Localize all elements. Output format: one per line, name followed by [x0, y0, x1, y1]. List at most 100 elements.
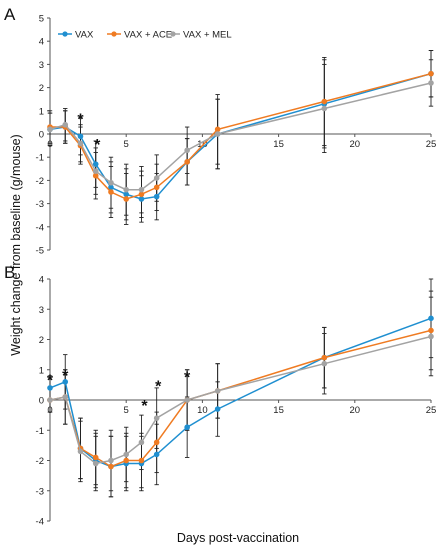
data-point-vax-ace — [428, 327, 434, 334]
panel-a: A -5-4-3-2-10123450510152025** VAX VAX +… — [4, 5, 436, 257]
y-tick-label: 3 — [39, 60, 44, 71]
data-point-vax — [428, 315, 434, 322]
data-point-vax-ace — [321, 354, 328, 361]
data-point-vax-mel — [123, 186, 129, 193]
significance-marker: * — [77, 112, 84, 129]
data-point-vax-mel — [138, 186, 145, 193]
data-point-vax-mel — [184, 147, 190, 154]
data-point-vax — [108, 184, 114, 191]
significance-marker: * — [47, 372, 54, 389]
data-point-vax-mel — [62, 394, 69, 400]
panel-b: B -4-3-2-1012340510152025***** — [4, 263, 436, 528]
x-tick-label: 15 — [273, 139, 284, 150]
y-tick-label: 1 — [39, 106, 44, 117]
series-line-vax-mel — [49, 335, 432, 465]
data-point-vax-ace — [153, 439, 160, 446]
y-tick-label: 1 — [39, 365, 44, 376]
data-point-vax-ace — [214, 126, 221, 133]
legend-ace-marker — [111, 31, 117, 37]
y-tick-label: -1 — [36, 426, 44, 437]
data-point-vax-mel — [184, 397, 190, 403]
data-point-vax-mel — [62, 121, 69, 128]
y-tick-label: 0 — [39, 130, 44, 141]
data-point-vax-mel — [153, 415, 160, 421]
data-point-vax-mel — [92, 460, 99, 467]
data-point-vax-ace — [92, 172, 99, 179]
data-point-vax-mel — [77, 448, 84, 455]
series-line-vax-mel — [49, 82, 432, 191]
significance-marker: * — [155, 378, 162, 395]
data-point-vax — [77, 133, 84, 140]
significance-marker: * — [141, 398, 148, 415]
y-tick-label: -3 — [36, 199, 44, 210]
panel-b-label: B — [4, 263, 15, 282]
data-point-vax-ace — [138, 457, 145, 464]
y-tick-label: -5 — [36, 246, 44, 257]
y-tick-label: 2 — [39, 83, 44, 94]
data-point-vax-ace — [321, 98, 328, 105]
y-tick-label: -2 — [36, 456, 44, 467]
data-point-vax-ace — [138, 191, 145, 198]
y-tick-label: 4 — [39, 275, 44, 286]
data-point-vax-mel — [47, 397, 53, 403]
x-tick-label: 20 — [350, 139, 361, 150]
data-point-vax — [153, 193, 160, 200]
data-point-vax-mel — [153, 175, 160, 181]
data-point-vax — [153, 451, 160, 458]
y-tick-label: -4 — [36, 517, 44, 528]
y-tick-label: 0 — [39, 396, 44, 407]
panel-b-plot: -4-3-2-1012340510152025***** — [36, 275, 437, 528]
data-point-vax — [62, 379, 69, 385]
y-tick-label: 5 — [39, 14, 44, 25]
x-tick-label: 25 — [426, 139, 437, 150]
data-point-vax — [214, 406, 221, 412]
data-point-vax — [138, 196, 145, 202]
significance-marker: * — [62, 368, 69, 385]
legend-vax-marker — [62, 31, 68, 37]
data-point-vax-ace — [428, 70, 434, 77]
y-tick-label: -1 — [36, 153, 44, 164]
legend-ace-label: VAX + ACE — [124, 30, 172, 41]
data-point-vax-mel — [214, 131, 221, 137]
x-tick-label: 10 — [197, 405, 208, 416]
data-point-vax — [47, 385, 53, 391]
data-point-vax — [92, 161, 99, 167]
data-point-vax-mel — [138, 439, 145, 446]
data-point-vax-mel — [108, 457, 114, 464]
legend: VAX VAX + ACE VAX + MEL — [58, 30, 232, 41]
data-point-vax-mel — [214, 388, 221, 394]
data-point-vax-mel — [77, 140, 84, 147]
x-tick-label: 5 — [124, 405, 129, 416]
y-axis-label: Weight change from baseline (g/mouse) — [9, 134, 23, 355]
data-point-vax-ace — [123, 196, 129, 202]
legend-vax-label: VAX — [75, 30, 94, 41]
data-point-vax-mel — [428, 333, 434, 340]
x-tick-label: 10 — [197, 139, 208, 150]
legend-mel-label: VAX + MEL — [183, 30, 232, 41]
data-point-vax — [123, 191, 129, 198]
significance-marker: * — [94, 137, 101, 154]
x-tick-label: 25 — [426, 405, 437, 416]
data-point-vax — [184, 424, 190, 431]
data-point-vax-ace — [92, 454, 99, 461]
y-tick-label: 3 — [39, 305, 44, 316]
y-tick-label: -3 — [36, 486, 44, 497]
x-axis-label: Days post-vaccination — [177, 531, 299, 545]
data-point-vax-mel — [123, 451, 129, 458]
y-tick-label: 4 — [39, 37, 44, 48]
data-point-vax-ace — [153, 184, 160, 191]
y-tick-label: -4 — [36, 222, 44, 233]
data-point-vax-mel — [321, 360, 328, 367]
data-point-vax-mel — [47, 126, 53, 133]
y-tick-label: 2 — [39, 335, 44, 346]
data-point-vax-ace — [123, 457, 129, 464]
data-point-vax-mel — [92, 168, 99, 174]
data-point-vax-mel — [108, 179, 114, 186]
panel-a-plot: -5-4-3-2-10123450510152025** — [36, 14, 437, 257]
data-point-vax-ace — [184, 159, 190, 165]
x-tick-label: 15 — [273, 405, 284, 416]
series-line-vax — [49, 317, 432, 468]
data-point-vax-mel — [321, 105, 328, 112]
panel-a-label: A — [4, 5, 16, 24]
